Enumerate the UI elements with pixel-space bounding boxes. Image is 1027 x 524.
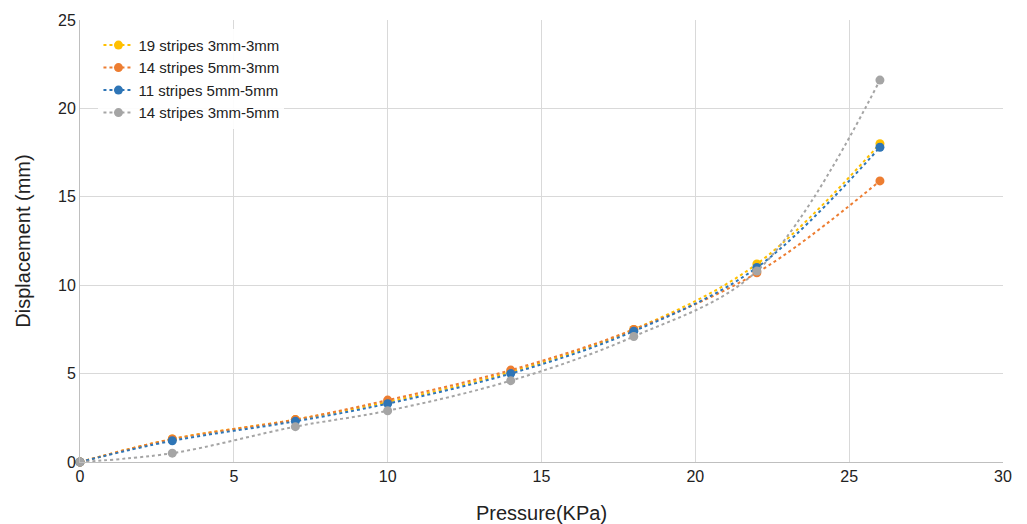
svg-text:30: 30 [994,468,1012,485]
svg-text:Pressure(KPa): Pressure(KPa) [476,502,607,524]
svg-text:25: 25 [840,468,858,485]
svg-text:0: 0 [76,468,85,485]
svg-text:10: 10 [379,468,397,485]
svg-text:14 stripes 5mm-3mm: 14 stripes 5mm-3mm [138,59,279,76]
svg-text:20: 20 [686,468,704,485]
svg-text:11 stripes 5mm-5mm: 11 stripes 5mm-5mm [138,82,278,99]
svg-text:14 stripes 3mm-5mm: 14 stripes 3mm-5mm [138,104,279,121]
svg-text:10: 10 [58,277,76,294]
svg-text:20: 20 [58,100,76,117]
svg-text:25: 25 [58,12,76,29]
svg-text:5: 5 [67,365,76,382]
svg-text:Displacement (mm): Displacement (mm) [12,154,34,327]
svg-text:5: 5 [229,468,238,485]
svg-text:19 stripes 3mm-3mm: 19 stripes 3mm-3mm [138,37,279,54]
svg-text:15: 15 [58,188,76,205]
svg-text:0: 0 [67,454,76,471]
svg-text:15: 15 [533,468,551,485]
